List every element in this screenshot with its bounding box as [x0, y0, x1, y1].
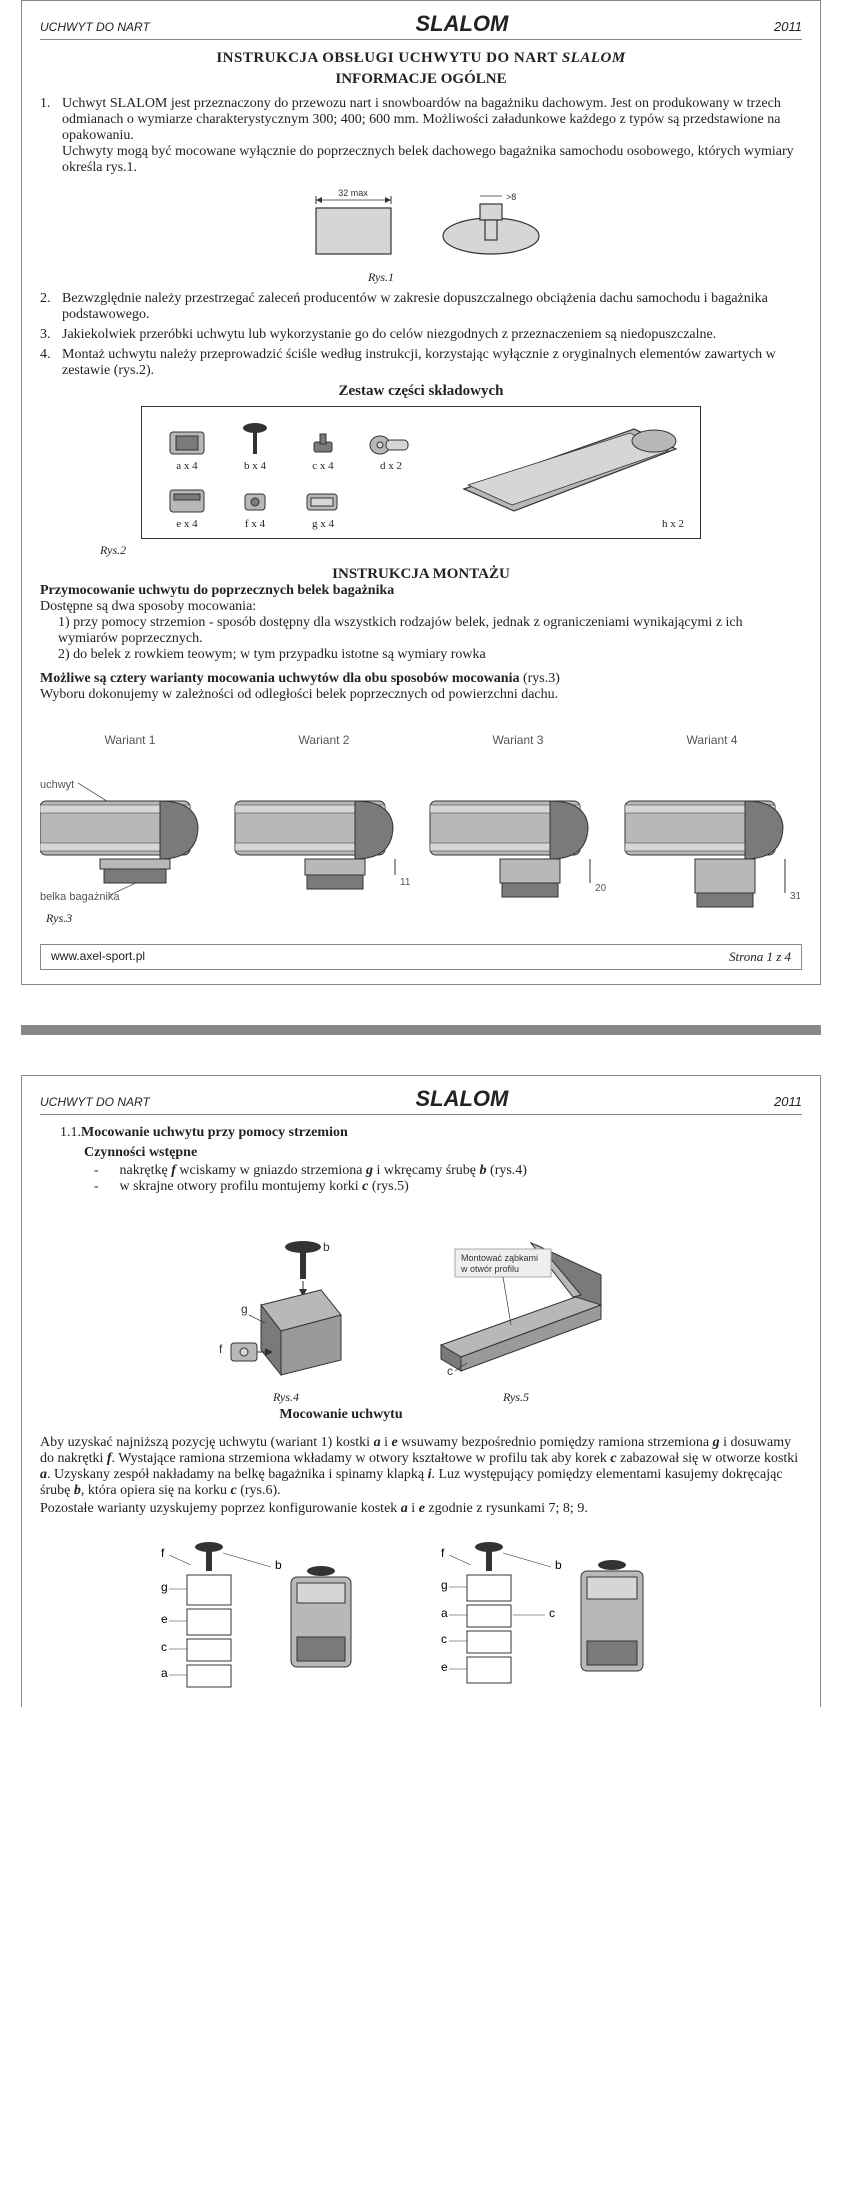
- figures-4-5: b g f Rys.4: [40, 1235, 802, 1405]
- dash-list: nakrętkę f wciskamy w gniazdo strzemiona…: [94, 1163, 802, 1195]
- svg-text:f: f: [219, 1342, 223, 1356]
- przym-head: Przymocowanie uchwytu do poprzecznych be…: [40, 583, 802, 599]
- title-product: SLALOM: [562, 50, 626, 66]
- variant-2-label: Wariant 2: [234, 733, 414, 747]
- svg-text:11: 11: [400, 877, 411, 888]
- svg-text:c: c: [447, 1364, 453, 1378]
- title-text: INSTRUKCJA OBSŁUGI UCHWYTU DO NART: [216, 50, 557, 66]
- option-2: 2) do belek z rowkiem teowym; w tym przy…: [58, 647, 802, 663]
- list-body: Uchwyt SLALOM jest przeznaczony do przew…: [62, 96, 802, 176]
- part-b: b x 4: [226, 420, 284, 472]
- oval-dim: >8: [506, 192, 516, 202]
- paragraph-remaining: Pozostałe warianty uzyskujemy poprzez ko…: [40, 1501, 802, 1517]
- subtitle: INFORMACJE OGÓLNE: [40, 71, 802, 88]
- figure-3: uchwyt belka bagażnika: [40, 751, 802, 911]
- montaz-head: INSTRUKCJA MONTAŻU: [40, 566, 802, 583]
- list-item-3: 3. Jakiekolwiek przeróbki uchwytu lub wy…: [40, 327, 802, 343]
- part-e: e x 4: [158, 478, 216, 530]
- list-num: 1.: [40, 96, 62, 176]
- list-item-4: 4. Montaż uchwytu należy przeprowadzić ś…: [40, 347, 802, 379]
- figure-6: f g e c a b: [151, 1537, 401, 1707]
- svg-text:b: b: [275, 1558, 282, 1572]
- svg-text:c: c: [549, 1606, 555, 1620]
- figure-1: 32 max >8: [40, 186, 802, 266]
- part-a: a x 4: [158, 420, 216, 472]
- wyboru-line: Wyboru dokonujemy w zależności od odległ…: [40, 687, 802, 703]
- parts-box: a x 4 b x 4 c x 4 d x 2 e x 4 f x 4: [141, 406, 701, 539]
- dostepne-line: Dostępne są dwa sposoby mocowania:: [40, 599, 802, 615]
- fig1-rect: 32 max: [296, 186, 406, 266]
- header-title: SLALOM: [150, 11, 774, 37]
- svg-text:a: a: [441, 1606, 448, 1620]
- page-header-2: UCHWYT DO NART SLALOM 2011: [40, 1086, 802, 1115]
- mocowanie-subhead: Mocowanie uchwytu: [0, 1407, 802, 1423]
- page-footer: www.axel-sport.pl Strona 1 z 4: [40, 944, 802, 970]
- option-1: 1) przy pomocy strzemion - sposób dostęp…: [58, 615, 802, 647]
- dash-item-1: nakrętkę f wciskamy w gniazdo strzemiona…: [94, 1163, 802, 1179]
- header-year: 2011: [774, 19, 802, 34]
- mozliwe-line: Możliwe są cztery warianty mocowania uch…: [40, 671, 802, 687]
- part-h: h x 2: [444, 419, 684, 530]
- svg-text:e: e: [161, 1612, 168, 1626]
- figure-5: Montować ząbkami w otwór profilu c Rys.5: [401, 1235, 631, 1405]
- sec-1-1: 1.1.Mocowanie uchwytu przy pomocy strzem…: [60, 1125, 802, 1141]
- fig1-oval: >8: [436, 186, 546, 266]
- paragraph-main: Aby uzyskać najniższą pozycję uchwytu (w…: [40, 1435, 802, 1499]
- page-1: UCHWYT DO NART SLALOM 2011 INSTRUKCJA OB…: [21, 0, 821, 985]
- page-separator: [21, 1025, 821, 1035]
- variants-labels: Wariant 1 Wariant 2 Wariant 3 Wariant 4: [40, 733, 802, 747]
- part-g: g x 4: [294, 478, 352, 530]
- fig3-caption: Rys.3: [46, 911, 802, 926]
- part-d: d x 2: [362, 420, 420, 472]
- footer-page: Strona 1 z 4: [729, 949, 791, 965]
- page-2: UCHWYT DO NART SLALOM 2011 1.1.Mocowanie…: [21, 1075, 821, 1707]
- svg-text:b: b: [555, 1558, 562, 1572]
- fig4-caption: Rys.4: [211, 1390, 361, 1405]
- part-f: f x 4: [226, 478, 284, 530]
- svg-text:a: a: [161, 1666, 168, 1680]
- list-item-2: 2. Bezwzględnie należy przestrzegać zale…: [40, 291, 802, 323]
- svg-text:f: f: [161, 1546, 165, 1560]
- dash-item-2: w skrajne otwory profilu montujemy korki…: [94, 1179, 802, 1195]
- header-left: UCHWYT DO NART: [40, 20, 150, 34]
- variant-3-label: Wariant 3: [428, 733, 608, 747]
- fig2-caption: Rys.2: [100, 543, 802, 558]
- svg-text:b: b: [323, 1240, 330, 1254]
- zestaw-title: Zestaw części składowych: [40, 383, 802, 400]
- figure-4: b g f Rys.4: [211, 1235, 361, 1405]
- dim-label: 32 max: [338, 188, 368, 198]
- sub-czynnosci: Czynności wstępne: [84, 1145, 802, 1161]
- svg-text:c: c: [161, 1640, 167, 1654]
- page-header: UCHWYT DO NART SLALOM 2011: [40, 11, 802, 40]
- footer-url: www.axel-sport.pl: [51, 949, 145, 965]
- svg-text:20: 20: [595, 883, 607, 894]
- svg-text:w otwór profilu: w otwór profilu: [460, 1264, 519, 1274]
- svg-text:g: g: [441, 1578, 448, 1592]
- svg-text:g: g: [241, 1302, 248, 1316]
- svg-text:f: f: [441, 1546, 445, 1560]
- svg-text:c: c: [441, 1632, 447, 1646]
- part-c: c x 4: [294, 420, 352, 472]
- figure-7: f g a c e b c: [431, 1537, 691, 1707]
- svg-text:Montować ząbkami: Montować ząbkami: [461, 1253, 538, 1263]
- parts-grid: a x 4 b x 4 c x 4 d x 2 e x 4 f x 4: [158, 420, 420, 530]
- list-item-1: 1. Uchwyt SLALOM jest przeznaczony do pr…: [40, 96, 802, 176]
- figures-6-7: f g e c a b f g: [40, 1537, 802, 1707]
- fig1-caption: Rys.1: [0, 270, 802, 285]
- svg-text:g: g: [161, 1580, 168, 1594]
- main-title: INSTRUKCJA OBSŁUGI UCHWYTU DO NART SLALO…: [40, 50, 802, 67]
- fig5-caption: Rys.5: [401, 1390, 631, 1405]
- variant-1-label: Wariant 1: [40, 733, 220, 747]
- variant-4-label: Wariant 4: [622, 733, 802, 747]
- svg-text:31: 31: [790, 891, 800, 902]
- svg-text:e: e: [441, 1660, 448, 1674]
